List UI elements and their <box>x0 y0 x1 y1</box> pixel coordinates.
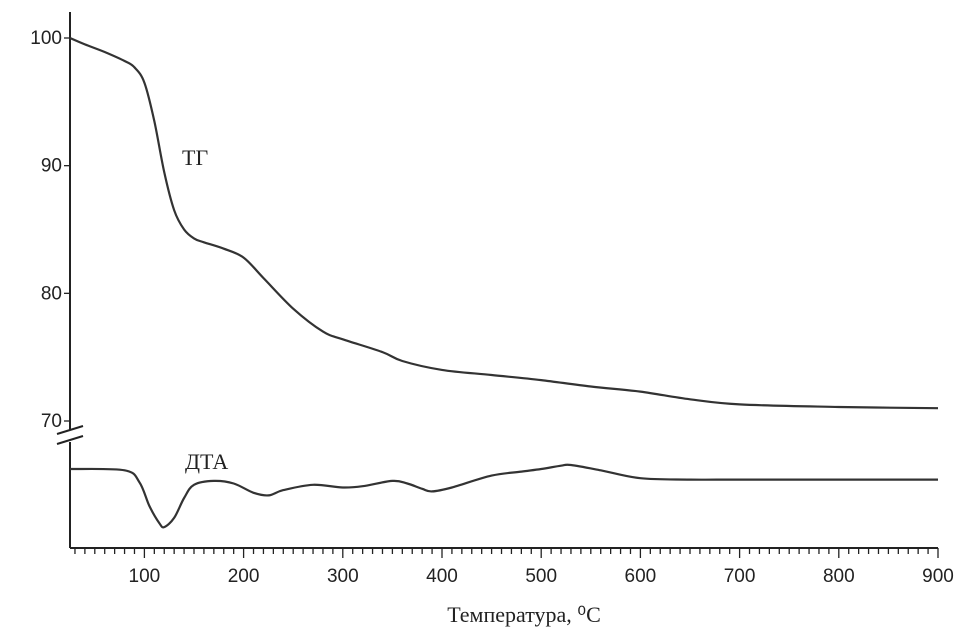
y-tick-label: 90 <box>41 156 62 177</box>
x-tick-label: 700 <box>724 566 756 587</box>
y-tick-label: 100 <box>30 28 62 49</box>
y-tick-label: 80 <box>41 283 62 304</box>
x-tick-label: 300 <box>327 566 359 587</box>
break-stroke <box>56 425 84 435</box>
tg-curve <box>69 36 939 410</box>
x-tick-label: 400 <box>426 566 458 587</box>
x-tick-label: 100 <box>129 566 161 587</box>
x-tick-label: 800 <box>823 566 855 587</box>
y-axis-break-mark <box>56 425 84 445</box>
y-tick-label: 70 <box>41 411 62 432</box>
tg-curve-label: ТГ <box>182 145 208 170</box>
x-tick-label: 200 <box>228 566 260 587</box>
x-tick-label: 500 <box>525 566 557 587</box>
x-tick-label: 900 <box>922 566 954 587</box>
break-stroke <box>56 435 84 445</box>
x-axis-title: Температура, ⁰C <box>447 602 601 627</box>
dta-curve-label: ДТА <box>185 449 228 474</box>
x-tick-label: 600 <box>625 566 657 587</box>
dta-curve <box>69 463 938 529</box>
x-axis: 100 200 300 400 500 600 700 800 900 <box>70 547 954 587</box>
y-axis: 70 80 90 100 <box>30 12 84 548</box>
